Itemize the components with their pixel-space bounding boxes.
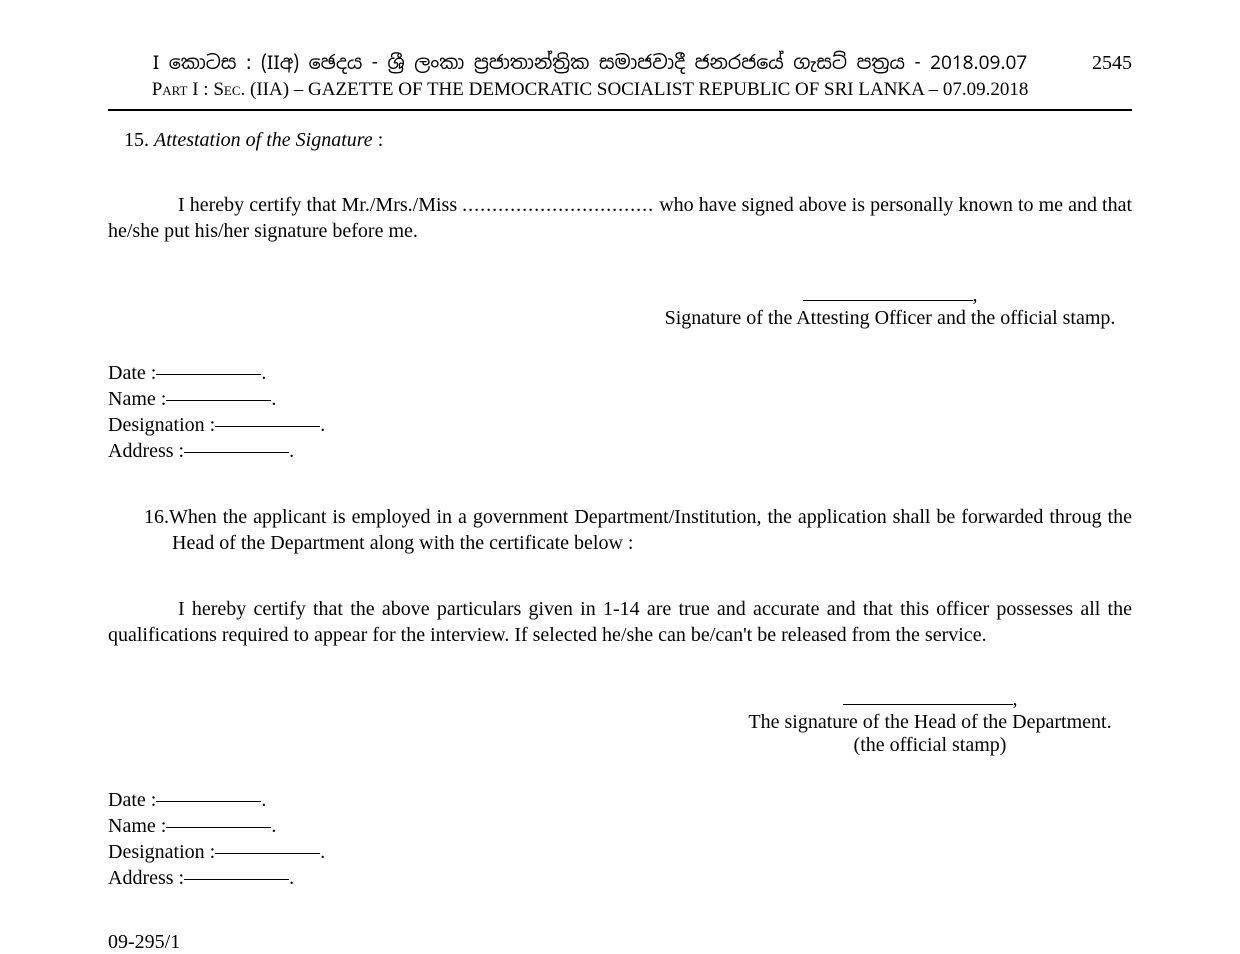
dept-signature-line [843,704,1013,705]
section-16-heading: 16.When the applicant is employed in a g… [124,504,1132,556]
header-sinhala-line: I කොටස : (IIඅ) ඡෙදය - ශ්‍රී ලංකා ප්‍රජාත… [108,50,1072,77]
date-field-2: Date :. [108,787,1132,813]
dept-head-signature-block: , The signature of the Head of the Depar… [728,688,1132,757]
section-15-title: Attestation of the Signature [154,129,373,151]
designation-field: Designation :. [108,412,1132,438]
name-field: Name :. [108,386,1132,412]
dept-head-caption-1: The signature of the Head of the Departm… [748,711,1111,733]
dept-head-fields: Date :. Name :. Designation :. Address :… [108,787,1132,891]
page-header: I කොටස : (IIඅ) ඡෙදය - ශ්‍රී ලංකා ප්‍රජාත… [108,50,1132,103]
dept-head-caption-2: (the official stamp) [854,734,1007,756]
date-field: Date :. [108,360,1132,386]
page-number: 2545 [1072,50,1132,75]
header-divider [108,109,1132,111]
attesting-officer-signature-block: , Signature of the Attesting Officer and… [648,284,1132,330]
gazette-page: I කොටස : (IIඅ) ඡෙදය - ශ්‍රී ලංකා ප්‍රජාත… [108,50,1132,954]
attesting-officer-caption: Signature of the Attesting Officer and t… [665,307,1116,329]
section-16-head-text: When the applicant is employed in a gove… [169,506,1132,554]
name-blank-dots: ................................ [462,194,654,216]
name-blank-2 [166,827,271,828]
date-blank-2 [156,801,261,802]
address-blank [184,452,289,453]
address-field-2: Address :. [108,865,1132,891]
section-15-number: 15. Attestation of the Signature : [124,129,383,151]
section-15-body: I hereby certify that Mr./Mrs./Miss ....… [108,192,1132,244]
address-blank-2 [184,879,289,880]
address-field: Address :. [108,438,1132,464]
designation-blank-2 [215,853,320,854]
name-blank [166,400,271,401]
date-blank [156,374,261,375]
section-15-heading: 15. Attestation of the Signature : [108,129,1132,152]
section-16-number: 16. [144,506,169,528]
reference-number: 09-295/1 [108,931,1132,954]
attester-fields: Date :. Name :. Designation :. Address :… [108,360,1132,464]
header-text-block: I කොටස : (IIඅ) ඡෙදය - ශ්‍රී ලංකා ප්‍රජාත… [108,50,1072,103]
name-field-2: Name :. [108,813,1132,839]
designation-blank [215,426,320,427]
section-16-body: I hereby certify that the above particul… [108,596,1132,648]
signature-line [803,300,973,301]
header-english-line: Part I : Sec. (IIA) – GAZETTE OF THE DEM… [108,77,1072,104]
designation-field-2: Designation :. [108,839,1132,865]
